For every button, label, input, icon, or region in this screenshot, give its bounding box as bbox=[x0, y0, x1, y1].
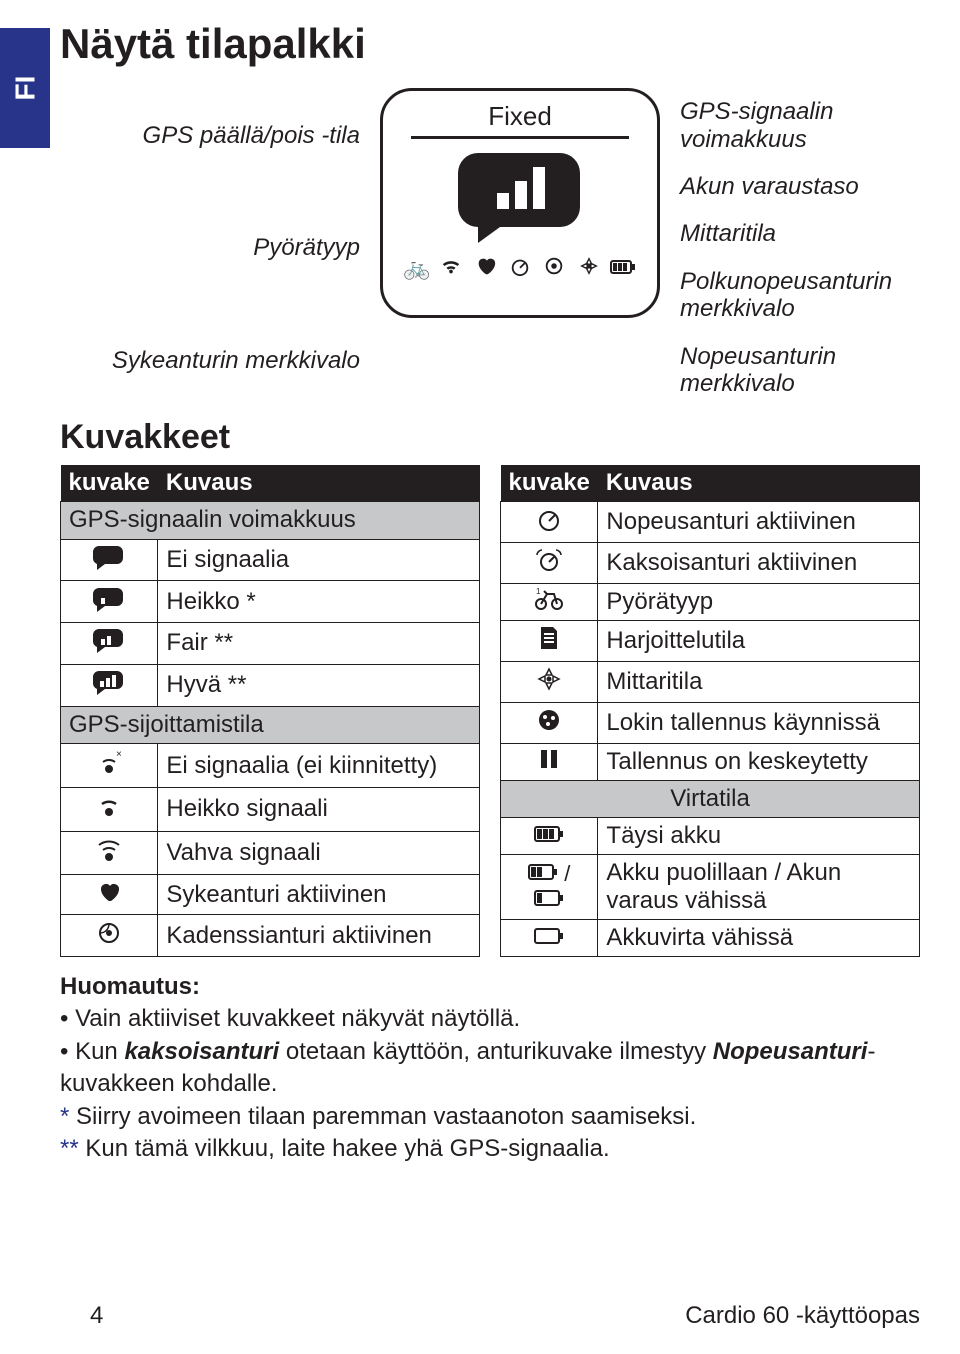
wifi-icon bbox=[437, 255, 465, 283]
doc-title: Cardio 60 -käyttöopas bbox=[685, 1302, 920, 1330]
footnote-2: ** Kun tämä vilkkuu, laite hakee yhä GPS… bbox=[60, 1133, 920, 1165]
icon-unfixed: × bbox=[61, 744, 158, 788]
icon-training bbox=[501, 621, 598, 662]
desc-empty: Akkuvirta vähissä bbox=[598, 920, 920, 957]
right-icon-table: kuvake Kuvaus Nopeusanturi aktiivinen Ka… bbox=[500, 465, 920, 957]
notes-heading: Huomautus: bbox=[60, 971, 920, 1003]
bike-icon: 🚲 bbox=[403, 255, 431, 283]
icons-heading: Kuvakkeet bbox=[60, 418, 920, 457]
icon-good bbox=[61, 664, 158, 706]
icon-weak-signal bbox=[61, 787, 158, 831]
page-footer: 4 Cardio 60 -käyttöopas bbox=[90, 1302, 920, 1330]
desc-strong-signal: Vahva signaali bbox=[158, 831, 480, 875]
icon-dual bbox=[501, 543, 598, 584]
notes-section: Huomautus: Vain aktiiviset kuvakkeet näk… bbox=[60, 971, 920, 1165]
icon-hr bbox=[61, 875, 158, 915]
note-2: Kun kaksoisanturi otetaan käyttöön, antu… bbox=[60, 1036, 920, 1101]
page-number: 4 bbox=[90, 1302, 103, 1330]
desc-paused: Tallennus on keskeytetty bbox=[598, 744, 920, 781]
icon-half-low-battery: / bbox=[501, 855, 598, 920]
status-bar-diagram: GPS päällä/pois -tila Pyörätyyp Sykeantu… bbox=[60, 88, 920, 408]
footnote-1: * Siirry avoimeen tilaan paremman vastaa… bbox=[60, 1101, 920, 1133]
label-hr-indicator: Sykeanturin merkkivalo bbox=[60, 347, 360, 375]
sub-gps-fix: GPS-sijoittamistila bbox=[61, 706, 480, 744]
icon-recording bbox=[501, 703, 598, 744]
desc-hr: Sykeanturi aktiivinen bbox=[158, 875, 480, 915]
label-bike-type: Pyörätyyp bbox=[60, 234, 360, 262]
desc-good: Hyvä ** bbox=[158, 664, 480, 706]
label-cadence-indicator: Polkunopeusanturin merkkivalo bbox=[680, 268, 920, 323]
battery-icon bbox=[609, 255, 637, 283]
desc-weak: Heikko * bbox=[158, 581, 480, 623]
right-hdr-desc: Kuvaus bbox=[598, 465, 920, 502]
diagram-left-labels: GPS päällä/pois -tila Pyörätyyp Sykeantu… bbox=[60, 88, 360, 408]
desc-cadence: Kadenssianturi aktiivinen bbox=[158, 915, 480, 957]
desc-full-battery: Täysi akku bbox=[598, 818, 920, 855]
icon-meter bbox=[501, 662, 598, 703]
icon-full-battery bbox=[501, 818, 598, 855]
svg-text:1: 1 bbox=[536, 588, 541, 596]
icon-tables: kuvake Kuvaus GPS-signaalin voimakkuus E… bbox=[60, 465, 920, 957]
diagram-right-labels: GPS-signaalin voimakkuus Akun varaustaso… bbox=[680, 88, 920, 408]
svg-text:×: × bbox=[116, 749, 122, 760]
fixed-label: Fixed bbox=[411, 101, 629, 139]
icon-bike: 1 bbox=[501, 584, 598, 621]
desc-fair: Fair ** bbox=[158, 623, 480, 665]
icon-empty-battery bbox=[501, 920, 598, 957]
desc-training: Harjoittelutila bbox=[598, 621, 920, 662]
signal-bubble-icon bbox=[455, 145, 585, 245]
desc-no-signal: Ei signaalia bbox=[158, 539, 480, 581]
desc-bike: Pyörätyyp bbox=[598, 584, 920, 621]
icon-strong-signal bbox=[61, 831, 158, 875]
desc-speed: Nopeusanturi aktiivinen bbox=[598, 502, 920, 543]
desc-unfixed: Ei signaalia (ei kiinnitetty) bbox=[158, 744, 480, 788]
icon-fair bbox=[61, 623, 158, 665]
left-icon-table: kuvake Kuvaus GPS-signaalin voimakkuus E… bbox=[60, 465, 480, 957]
label-speed-indicator: Nopeusanturin merkkivalo bbox=[680, 343, 920, 398]
meter-icon bbox=[575, 255, 603, 283]
label-gps-strength: GPS-signaalin voimakkuus bbox=[680, 98, 920, 153]
sub-power: Virtatila bbox=[501, 781, 920, 818]
device-outline: Fixed 🚲 bbox=[380, 88, 660, 318]
note-1: Vain aktiiviset kuvakkeet näkyvät näytöl… bbox=[60, 1003, 920, 1035]
device-icon-row: 🚲 bbox=[399, 255, 641, 283]
icon-no-signal bbox=[61, 539, 158, 581]
icon-speed bbox=[501, 502, 598, 543]
sub-gps-strength: GPS-signaalin voimakkuus bbox=[61, 502, 480, 540]
label-meter: Mittaritila bbox=[680, 220, 920, 248]
icon-weak bbox=[61, 581, 158, 623]
desc-meter: Mittaritila bbox=[598, 662, 920, 703]
label-gps-onoff: GPS päällä/pois -tila bbox=[60, 122, 360, 150]
left-hdr-icon: kuvake bbox=[61, 465, 158, 502]
language-tab-text: FI bbox=[9, 76, 41, 101]
desc-recording: Lokin tallennus käynnissä bbox=[598, 703, 920, 744]
desc-weak-signal: Heikko signaali bbox=[158, 787, 480, 831]
desc-half-low: Akku puolillaan / Akun varaus vähissä bbox=[598, 855, 920, 920]
desc-dual: Kaksoisanturi aktiivinen bbox=[598, 543, 920, 584]
speed-icon bbox=[506, 255, 534, 283]
label-battery: Akun varaustaso bbox=[680, 173, 920, 201]
icon-paused bbox=[501, 744, 598, 781]
heart-icon bbox=[472, 255, 500, 283]
cadence-icon bbox=[540, 255, 568, 283]
right-hdr-icon: kuvake bbox=[501, 465, 598, 502]
icon-cadence bbox=[61, 915, 158, 957]
left-hdr-desc: Kuvaus bbox=[158, 465, 480, 502]
page-title: Näytä tilapalkki bbox=[60, 20, 920, 68]
language-tab: FI bbox=[0, 28, 50, 148]
